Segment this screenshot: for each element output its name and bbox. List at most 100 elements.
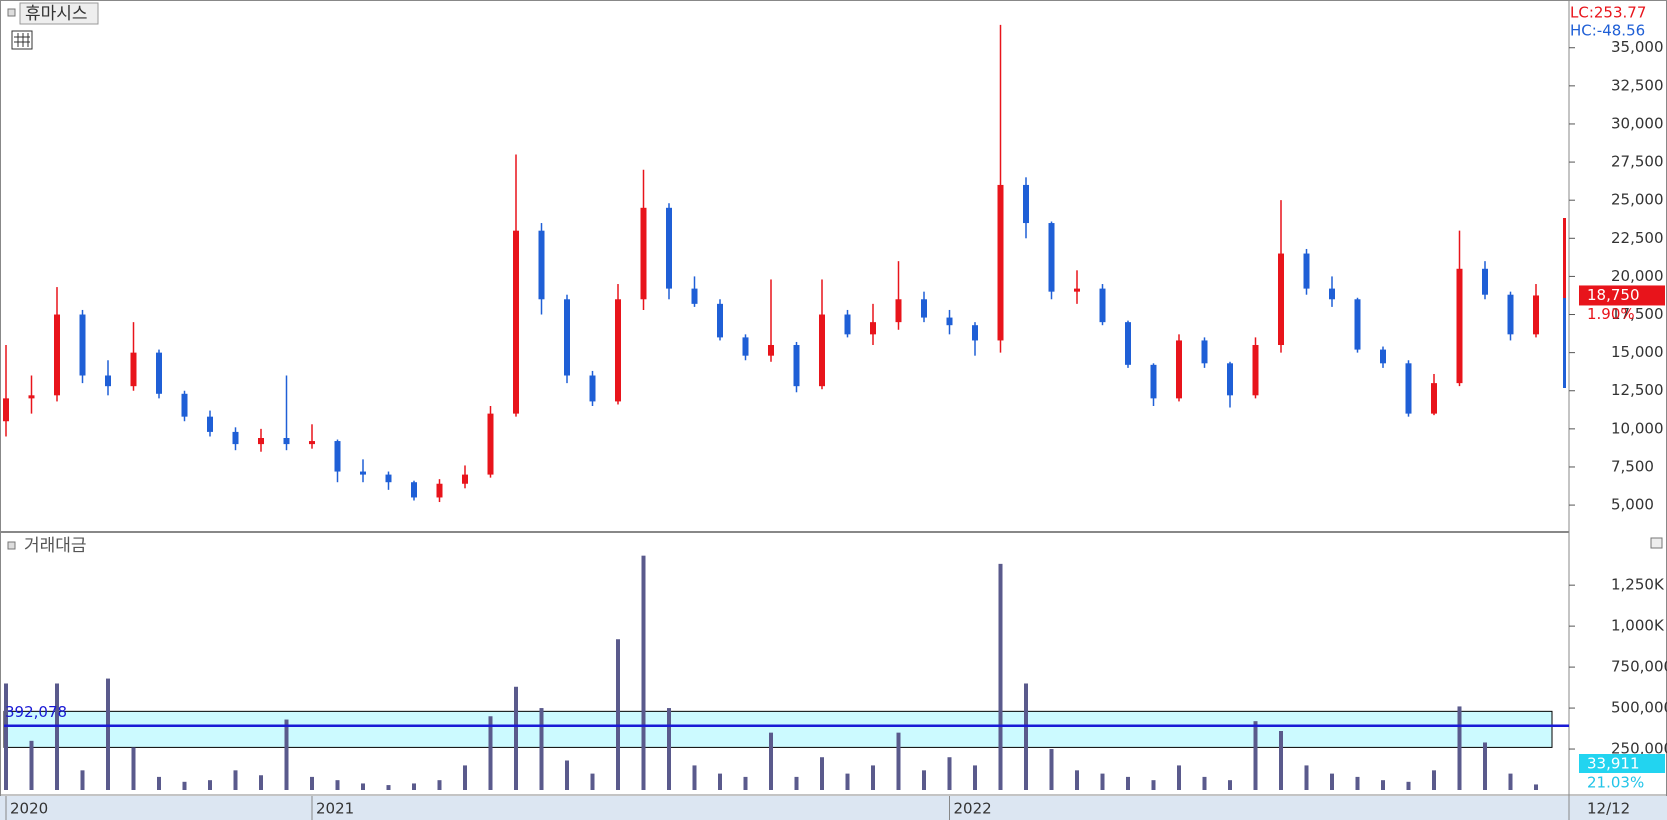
y-tick-label: 30,000 xyxy=(1611,114,1664,132)
candle-body xyxy=(105,375,111,387)
volume-bar xyxy=(1177,765,1181,790)
candle-body xyxy=(1405,363,1412,414)
last-volume-box xyxy=(1579,754,1665,773)
y-tick-label: 750,000 xyxy=(1611,658,1667,676)
candle-body xyxy=(1099,288,1106,323)
volume-bar xyxy=(157,776,161,790)
candle-body xyxy=(1380,349,1386,364)
candle-body xyxy=(1048,223,1055,292)
volume-bar xyxy=(1508,773,1513,790)
candle-body xyxy=(385,474,392,483)
volume-icon xyxy=(7,541,16,550)
chart-title: 휴마시스 xyxy=(25,4,88,24)
volume-bar xyxy=(335,780,340,790)
title-box xyxy=(19,2,99,25)
volume-bar xyxy=(1279,731,1283,790)
candle-body xyxy=(819,314,825,387)
candle-body xyxy=(615,299,621,402)
y-tick-label: 27,500 xyxy=(1611,153,1664,171)
candle-body xyxy=(1227,363,1233,396)
average-label: 392,078 xyxy=(5,703,67,721)
volume-bar xyxy=(1151,780,1156,790)
candle-body xyxy=(1329,288,1335,300)
last-price-label: 18,750 xyxy=(1587,286,1640,304)
volume-bar xyxy=(718,773,722,790)
y-tick-label: 15,000 xyxy=(1611,343,1664,361)
candle-body xyxy=(946,317,953,326)
volume-bar xyxy=(1228,780,1232,790)
volume-bar xyxy=(998,563,1003,790)
volume-bar xyxy=(692,765,697,790)
volume-bar xyxy=(284,719,289,790)
candle-body xyxy=(436,483,443,498)
volume-bar xyxy=(1304,765,1309,790)
candle-body xyxy=(462,474,468,484)
range-down xyxy=(1563,298,1566,388)
y-tick-label: 1,250K xyxy=(1611,576,1665,594)
volume-bar xyxy=(641,555,646,790)
volume-bar xyxy=(845,773,850,790)
candle-body xyxy=(870,322,876,335)
date-strip xyxy=(0,796,1667,820)
last-price-box xyxy=(1579,285,1665,306)
volume-bar xyxy=(80,770,85,790)
table-icon[interactable] xyxy=(11,30,33,50)
volume-bar xyxy=(896,732,901,790)
candle-body xyxy=(1303,253,1310,289)
y-tick-label: 20,000 xyxy=(1611,267,1664,285)
y-tick-label: 17,500 xyxy=(1611,305,1664,323)
candle-body xyxy=(589,375,596,402)
candle-body xyxy=(691,288,698,304)
candle-body xyxy=(411,482,417,498)
lc-label: LC:253.77 xyxy=(1570,4,1646,22)
candle-body xyxy=(895,299,902,323)
y-tick-label: 12,500 xyxy=(1611,381,1664,399)
candle-body xyxy=(309,441,315,445)
volume-bar xyxy=(361,783,365,790)
volume-bar xyxy=(1457,706,1462,790)
volume-bar xyxy=(1126,776,1130,790)
change-label: 1.90% xyxy=(1587,305,1635,323)
candle-body xyxy=(130,352,137,387)
y-tick-label: 32,500 xyxy=(1611,76,1664,94)
candle-body xyxy=(1150,364,1157,399)
volume-bar xyxy=(1406,781,1411,790)
volume-bar xyxy=(29,740,34,790)
candle-body xyxy=(921,299,927,318)
candle-body xyxy=(742,337,749,356)
candle-body xyxy=(3,398,9,422)
candle-body xyxy=(334,441,341,472)
volume-bar xyxy=(1483,742,1487,790)
volume-bar xyxy=(1075,770,1079,790)
range-up xyxy=(1563,218,1566,298)
volume-bar xyxy=(590,773,595,790)
close-button[interactable] xyxy=(1650,537,1663,549)
candle-body xyxy=(232,431,239,445)
y-tick-label: 22,500 xyxy=(1611,229,1664,247)
volume-bar xyxy=(743,776,748,790)
y-tick-label: 5,000 xyxy=(1611,496,1654,514)
y-tick-label: 500,000 xyxy=(1611,699,1667,717)
candle-body xyxy=(717,303,723,338)
volume-bar xyxy=(871,765,875,790)
volume-bar xyxy=(1432,770,1436,790)
volume-bar xyxy=(794,776,799,790)
volume-bar xyxy=(947,757,952,790)
candle-body xyxy=(181,393,188,417)
volume-bar xyxy=(233,770,238,790)
candle-body xyxy=(258,438,264,445)
candle-body xyxy=(54,314,60,396)
volume-bar xyxy=(1049,749,1054,790)
volume-bar xyxy=(208,780,212,790)
candle-body xyxy=(28,395,35,399)
y-tick-label: 7,500 xyxy=(1611,457,1654,475)
volume-bar xyxy=(412,783,416,790)
volume-bar xyxy=(1330,773,1334,790)
candle-body xyxy=(793,345,800,387)
candle-body xyxy=(564,299,570,376)
candle-body xyxy=(1533,295,1539,335)
volume-bar xyxy=(55,683,59,790)
candle-body xyxy=(768,345,774,356)
